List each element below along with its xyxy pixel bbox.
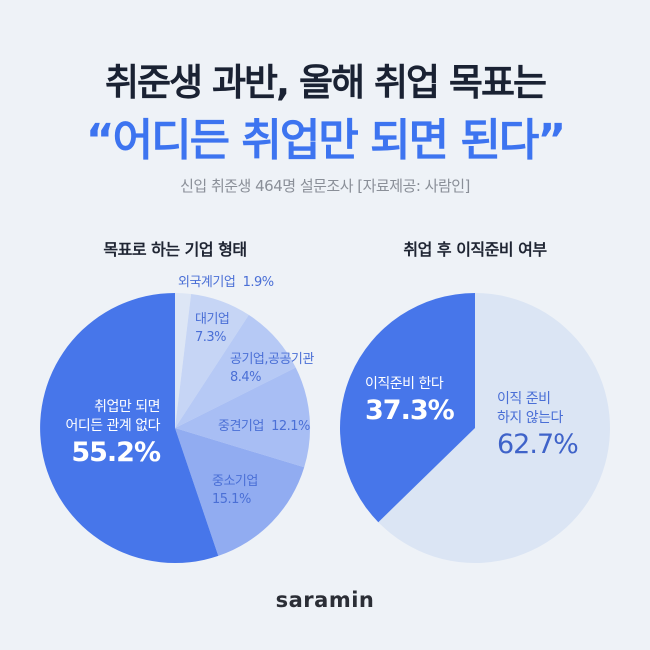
slice-no-job-change xyxy=(378,293,611,563)
left-chart-title: 목표로 하는 기업 형태 xyxy=(103,240,247,259)
slice-foreign xyxy=(175,293,192,428)
right-chart-title: 취업 후 이직준비 여부 xyxy=(403,240,547,259)
label-anywhere: 취업만 되면 어디든 관계 없다 55.2% xyxy=(65,399,161,468)
survey-subtitle: 신입 취준생 464명 설문조사 [자료제공: 사람인] xyxy=(180,177,470,195)
label-midsize: 중견기업 12.1% xyxy=(218,419,310,434)
slice-anywhere xyxy=(40,293,219,563)
label-job-change: 이직준비 한다 37.3% xyxy=(365,376,455,426)
label-small: 중소기업 15.1% xyxy=(212,474,258,507)
slice-large xyxy=(175,294,249,428)
slice-small xyxy=(175,428,305,556)
slice-job-change xyxy=(340,293,475,523)
slice-public xyxy=(175,314,296,428)
saramin-logo: saramin xyxy=(275,588,375,612)
label-large: 대기업 7.3% xyxy=(195,312,230,345)
slice-midsize xyxy=(175,367,311,468)
headline-line1: 취준생 과반, 올해 취업 목표는 xyxy=(104,61,547,104)
label-no-job-change: 이직 준비 하지 않는다 62.7% xyxy=(497,391,579,460)
headline-line2: “어디든 취업만 되면 된다” xyxy=(85,115,567,166)
label-foreign: 외국계기업 1.9% xyxy=(178,275,274,290)
label-public: 공기업,공공기관 8.4% xyxy=(230,352,314,385)
